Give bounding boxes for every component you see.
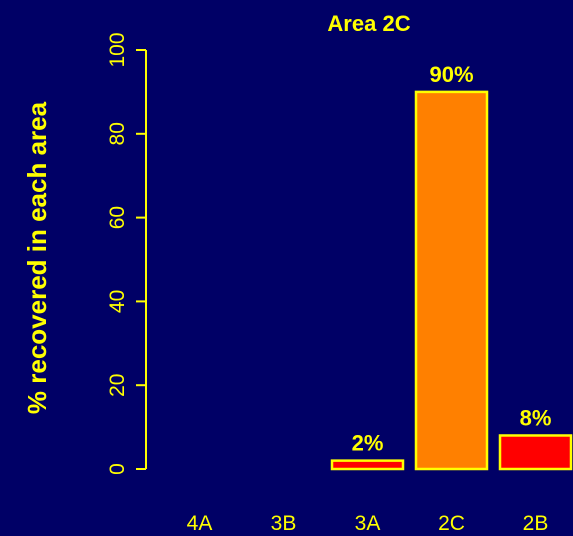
x-category-label: 3A <box>355 512 381 535</box>
x-axis-categories: 4A 3B 3A 2C 2B <box>187 512 549 535</box>
y-axis: 0 20 40 60 80 100 <box>106 32 147 475</box>
data-label-2c: 90% <box>429 62 473 87</box>
x-category-label: 2B <box>523 512 549 535</box>
y-tick-label: 0 <box>106 463 129 475</box>
y-tick-label: 40 <box>106 290 129 313</box>
y-tick-label: 60 <box>106 206 129 229</box>
y-tick-label: 20 <box>106 374 129 397</box>
y-tick-label: 80 <box>106 122 129 145</box>
y-axis-label: % recovered in each area <box>22 101 52 414</box>
data-label-3a: 2% <box>352 431 384 456</box>
y-tick-label: 100 <box>106 32 129 67</box>
data-label-2b: 8% <box>520 405 552 430</box>
bars <box>330 90 573 471</box>
bar-2c <box>414 90 489 471</box>
x-category-label: 4A <box>187 512 213 535</box>
bar-3a <box>330 459 405 471</box>
bar-2b <box>498 434 573 471</box>
x-category-label: 3B <box>271 512 297 535</box>
data-labels: 2% 90% 8% <box>352 62 552 456</box>
chart-title: Area 2C <box>327 11 410 36</box>
x-category-label: 2C <box>438 512 465 535</box>
